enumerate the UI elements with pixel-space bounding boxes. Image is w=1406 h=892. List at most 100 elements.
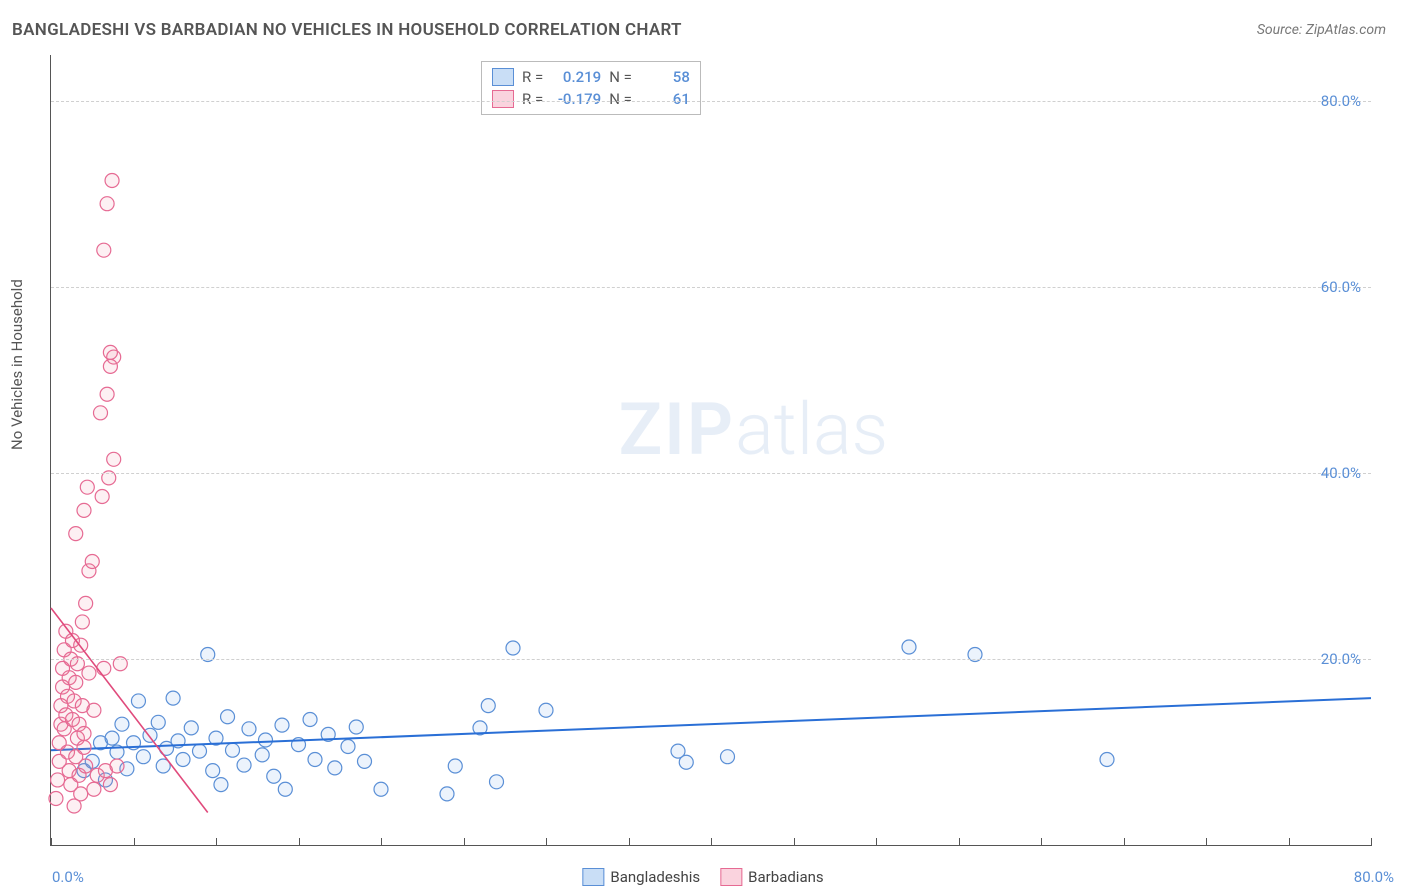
data-point [94, 406, 108, 420]
data-point [341, 739, 355, 753]
data-point [303, 713, 317, 727]
data-point [448, 759, 462, 773]
data-point [49, 792, 63, 806]
x-tick-mark [959, 838, 960, 846]
x-tick-mark [1371, 838, 1372, 846]
data-point [490, 775, 504, 789]
x-tick-mark [381, 838, 382, 846]
data-point [85, 555, 99, 569]
stats-row-pink: R = -0.179 N = 61 [492, 88, 690, 110]
data-point [103, 778, 117, 792]
data-point [69, 527, 83, 541]
data-point [107, 452, 121, 466]
data-point [74, 787, 88, 801]
x-tick-mark [299, 838, 300, 846]
y-tick-label: 80.0% [1321, 92, 1361, 110]
data-point [278, 782, 292, 796]
blue-swatch-icon [492, 68, 514, 86]
stats-legend-box: R = 0.219 N = 58 R = -0.179 N = 61 [481, 61, 701, 115]
chart-title: BANGLADESHI VS BARBADIAN NO VEHICLES IN … [12, 20, 682, 40]
blue-swatch-icon [582, 868, 604, 886]
data-point [151, 715, 165, 729]
x-tick-mark [1289, 838, 1290, 846]
x-tick-mark [876, 838, 877, 846]
y-tick-label: 40.0% [1321, 464, 1361, 482]
legend-item-bangladeshis: Bangladeshis [582, 868, 700, 886]
data-point [259, 733, 273, 747]
data-point [75, 615, 89, 629]
data-point [51, 773, 65, 787]
legend-item-barbadians: Barbadians [720, 868, 823, 886]
x-tick-mark [134, 838, 135, 846]
x-tick-mark [1206, 838, 1207, 846]
data-point [275, 718, 289, 732]
x-tick-mark [1041, 838, 1042, 846]
x-tick-mark [629, 838, 630, 846]
data-point [105, 731, 119, 745]
data-point [214, 778, 228, 792]
legend-bottom: Bangladeshis Barbadians [582, 868, 823, 886]
data-point [100, 197, 114, 211]
source-attribution: Source: ZipAtlas.com [1257, 22, 1386, 38]
data-point [184, 721, 198, 735]
data-point [902, 640, 916, 654]
x-tick-mark [711, 838, 712, 846]
data-point [440, 787, 454, 801]
gridline [51, 659, 1371, 660]
gridline [51, 101, 1371, 102]
data-point [166, 691, 180, 705]
gridline [51, 473, 1371, 474]
x-tick-mark [546, 838, 547, 846]
data-point [105, 173, 119, 187]
y-tick-label: 20.0% [1321, 650, 1361, 668]
data-point [80, 480, 94, 494]
data-point [110, 759, 124, 773]
data-point [267, 769, 281, 783]
data-point [115, 717, 129, 731]
data-point [1100, 752, 1114, 766]
data-point [176, 752, 190, 766]
data-point [79, 759, 93, 773]
data-point [721, 750, 735, 764]
data-point [136, 750, 150, 764]
data-point [87, 782, 101, 796]
y-axis-label: No Vehicles in Household [8, 279, 26, 450]
data-point [226, 743, 240, 757]
x-tick-mark [794, 838, 795, 846]
data-point [255, 748, 269, 762]
data-point [95, 489, 109, 503]
data-point [481, 699, 495, 713]
data-point [69, 675, 83, 689]
data-point [349, 720, 363, 734]
gridline [51, 287, 1371, 288]
data-point [103, 345, 117, 359]
data-point [193, 744, 207, 758]
data-point [506, 641, 520, 655]
y-tick-label: 60.0% [1321, 278, 1361, 296]
data-point [308, 752, 322, 766]
data-point [237, 758, 251, 772]
pink-swatch-icon [720, 868, 742, 886]
data-point [221, 710, 235, 724]
data-point [242, 722, 256, 736]
data-point [328, 761, 342, 775]
data-point [679, 755, 693, 769]
data-point [82, 666, 96, 680]
scatter-svg [51, 55, 1371, 845]
data-point [374, 782, 388, 796]
data-point [77, 503, 91, 517]
data-point [97, 661, 111, 675]
x-tick-mark [1124, 838, 1125, 846]
data-point [77, 740, 91, 754]
plot-area: ZIPatlas R = 0.219 N = 58 R = -0.179 N =… [50, 55, 1371, 846]
data-point [206, 764, 220, 778]
x-tick-mark [51, 838, 52, 846]
x-axis-min-label: 0.0% [52, 868, 84, 886]
x-tick-mark [464, 838, 465, 846]
data-point [131, 694, 145, 708]
x-axis-max-label: 80.0% [1354, 868, 1394, 886]
data-point [358, 754, 372, 768]
data-point [77, 726, 91, 740]
x-tick-mark [216, 838, 217, 846]
data-point [539, 703, 553, 717]
